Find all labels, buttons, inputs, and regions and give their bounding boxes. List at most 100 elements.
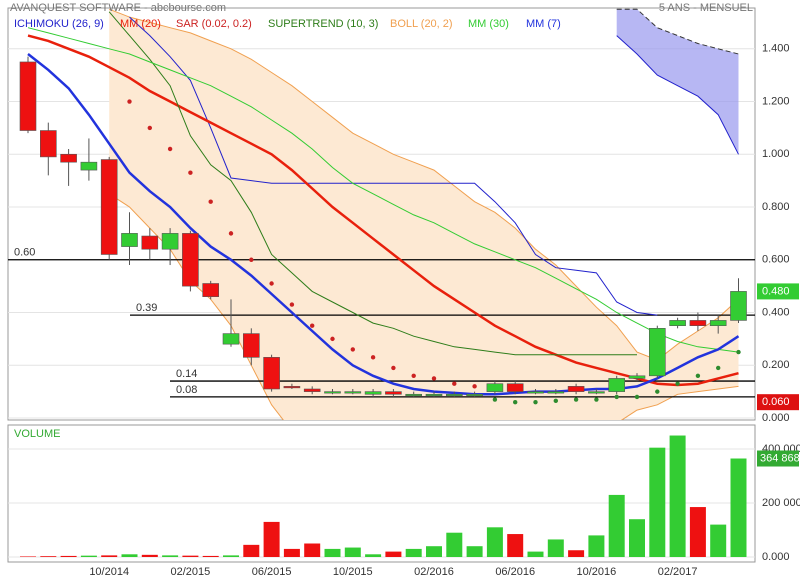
bollinger-band — [109, 9, 739, 420]
indicator-line — [129, 16, 658, 316]
price-level-label: 0.14 — [176, 368, 197, 380]
candle-body — [324, 391, 341, 394]
volume-bar — [40, 556, 57, 557]
price-tag-label: 0.480 — [762, 285, 790, 297]
volume-bar — [649, 447, 666, 557]
volume-bar — [426, 546, 442, 557]
sar-dot — [614, 394, 619, 400]
x-tick-label: 06/2016 — [495, 566, 535, 578]
sar-dot — [127, 99, 132, 104]
volume-tick-label: 0.000 — [762, 551, 790, 563]
volume-bar — [283, 548, 300, 557]
sar-dot — [553, 398, 558, 404]
volume-bar — [608, 494, 625, 557]
volume-bar — [80, 555, 97, 557]
price-level-label: 0.60 — [14, 247, 35, 259]
volume-tag-label: 364 868 — [760, 452, 800, 464]
candle-body — [486, 383, 504, 392]
volume-bar — [20, 556, 36, 557]
candle-body — [364, 391, 382, 395]
legend-entry: MM (20) — [120, 18, 161, 30]
sar-dot — [533, 399, 538, 405]
volume-bar — [710, 524, 727, 557]
bollinger-lower — [108, 193, 739, 420]
sar-dot — [289, 302, 295, 307]
y-tick-label: 1.000 — [762, 148, 790, 160]
volume-bar — [365, 554, 382, 557]
volume-bar — [689, 507, 706, 557]
volume-bar — [405, 548, 422, 557]
sar-dot — [188, 170, 193, 175]
sar-dot — [655, 389, 660, 394]
volume-bar — [121, 554, 138, 557]
sar-dot — [330, 336, 335, 342]
volume-bar — [202, 555, 219, 557]
price-tag — [757, 283, 799, 300]
sar-dot — [716, 365, 721, 371]
sar-dot — [695, 373, 701, 379]
volume-bar — [182, 555, 199, 557]
chart-title: AVANQUEST SOFTWARE - abcbourse.com — [10, 2, 226, 14]
candle-body — [202, 283, 219, 297]
sar-dot — [452, 381, 457, 386]
sar-dot — [350, 347, 355, 352]
candle-body — [466, 393, 483, 397]
price-tag-label: 0.060 — [762, 396, 790, 408]
candle-body — [628, 375, 646, 379]
sar-dot — [634, 394, 640, 400]
sar-dot — [675, 381, 680, 386]
volume-bar — [304, 543, 321, 557]
x-tick-label: 02/2016 — [414, 566, 454, 578]
volume-bar — [669, 435, 686, 557]
volume-bar — [344, 547, 361, 557]
candle-body — [527, 391, 544, 394]
volume-bar — [629, 519, 645, 557]
candle-body — [506, 383, 524, 392]
volume-tick-label: 200 000 — [762, 497, 800, 509]
sar-dot — [411, 373, 416, 379]
y-tick-label: 0.800 — [762, 201, 790, 213]
sar-dot — [167, 146, 173, 152]
bollinger-upper — [109, 8, 739, 361]
candle-body — [182, 233, 199, 287]
volume-bar — [527, 551, 544, 557]
volume-bar — [60, 555, 77, 557]
indicator-line — [27, 27, 739, 353]
sar-dot — [573, 397, 579, 402]
legend-entry: SAR (0.02, 0.2) — [176, 18, 252, 30]
volume-frame — [7, 424, 756, 563]
volume-bar — [385, 551, 402, 557]
volume-bar — [162, 555, 179, 557]
indicator-line — [108, 11, 637, 356]
sar-dot — [431, 376, 437, 381]
legend-entry: MM (30) — [468, 18, 509, 30]
candle-body — [648, 328, 666, 377]
volume-bar — [141, 554, 158, 557]
candle-body — [39, 130, 57, 158]
sar-dot — [736, 349, 741, 355]
volume-bar — [243, 544, 260, 557]
candle-body — [283, 386, 301, 389]
sar-dot — [249, 257, 254, 262]
candle-body — [60, 153, 77, 163]
candle-body — [425, 393, 443, 397]
candle-body — [344, 391, 362, 394]
candle-body — [669, 320, 686, 326]
x-tick-label: 10/2016 — [577, 566, 617, 578]
candle-body — [567, 386, 585, 392]
candle-body — [608, 378, 626, 392]
legend-entry: SUPERTREND (10, 3) — [268, 18, 378, 30]
indicator-line — [27, 34, 739, 387]
candle-body — [405, 393, 423, 397]
sar-dot — [269, 281, 274, 286]
volume-bar — [507, 534, 524, 557]
sar-dot — [208, 199, 213, 204]
price-plot — [8, 8, 755, 420]
sar-dot — [391, 365, 396, 371]
volume-bar — [486, 527, 503, 557]
candle-body — [222, 333, 240, 345]
candle-body — [588, 391, 605, 394]
volume-bar — [730, 458, 747, 557]
